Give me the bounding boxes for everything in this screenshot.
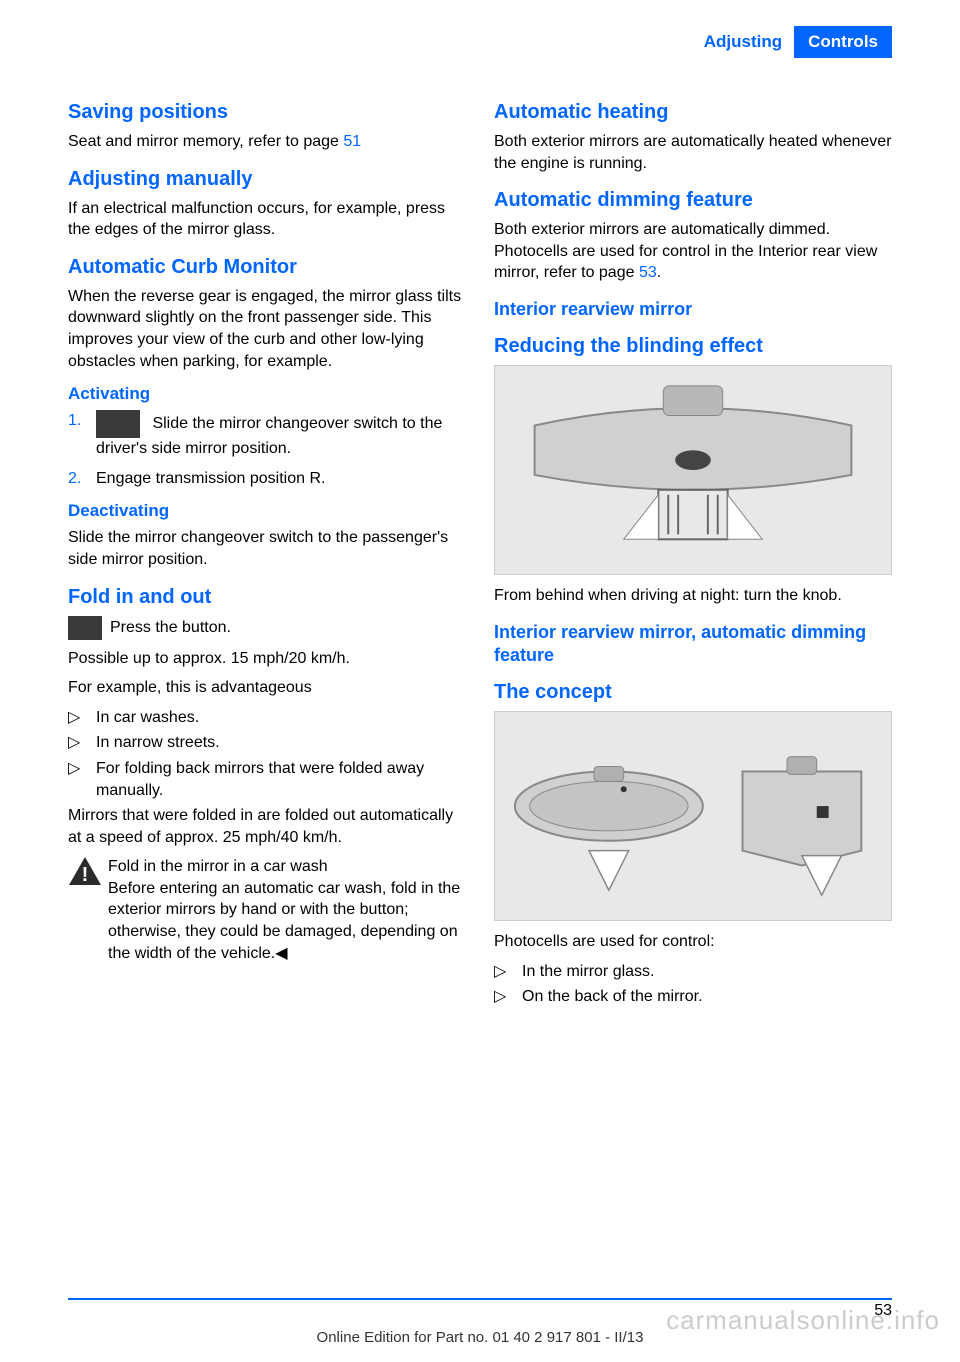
list-text: Engage transmission position R. (96, 468, 466, 490)
heading-fold: Fold in and out (68, 585, 466, 610)
bullet-text: In the mirror glass. (522, 961, 892, 983)
page-content: Saving positions Seat and mirror memory,… (68, 100, 892, 1012)
right-column: Automatic heating Both exterior mirrors … (494, 100, 892, 1012)
text-deactivating: Slide the mirror changeover switch to th… (68, 527, 466, 570)
header-section-label: Adjusting (692, 26, 794, 58)
warning-title: Fold in the mirror in a car wash (108, 858, 328, 875)
text-auto-heating: Both exterior mirrors are automatically … (494, 131, 892, 174)
bullet-mark: ▷ (494, 961, 522, 983)
fold-button-icon (68, 616, 102, 640)
bullet-item: ▷ For folding back mirrors that were fol… (68, 758, 466, 801)
text-fold-intro: For example, this is advantageous (68, 677, 466, 699)
text-adjusting-manually: If an electrical malfunction occurs, for… (68, 198, 466, 241)
edition-text: Online Edition for Part no. 01 40 2 917 … (0, 1329, 960, 1346)
list-text: Slide the mirror changeover switch to th… (96, 415, 442, 457)
bullet-text: On the back of the mirror. (522, 986, 892, 1008)
svg-text:!: ! (82, 864, 89, 886)
heading-auto-dimming: Automatic dimming feature (494, 188, 892, 213)
figure-mirror-photocells (494, 711, 892, 921)
heading-mirror-auto-dim: Interior rearview mirror, automatic dimm… (494, 621, 892, 666)
bullet-text: In car washes. (96, 707, 466, 729)
heading-reducing-blinding: Reducing the blinding effect (494, 334, 892, 359)
page-ref[interactable]: 53 (639, 264, 657, 281)
text-fragment: Both exterior mirrors are automatically … (494, 221, 877, 281)
bullet-mark: ▷ (68, 707, 96, 729)
bullet-mark: ▷ (494, 986, 522, 1008)
text-auto-dimming: Both exterior mirrors are automatically … (494, 219, 892, 284)
bullet-mark: ▷ (68, 732, 96, 754)
bullet-mark: ▷ (68, 758, 96, 801)
heading-deactivating: Deactivating (68, 501, 466, 521)
text-concept-intro: Photocells are used for control: (494, 931, 892, 953)
warning-icon: ! (68, 856, 102, 886)
bullet-text: In narrow streets. (96, 732, 466, 754)
left-column: Saving positions Seat and mirror memory,… (68, 100, 466, 1012)
bullet-item: ▷ In car washes. (68, 707, 466, 729)
list-body: Slide the mirror changeover switch to th… (96, 410, 466, 460)
text-saving-positions: Seat and mirror memory, refer to page 51 (68, 131, 466, 153)
figure-mirror-knob (494, 365, 892, 575)
icon-line: Press the button. (68, 616, 466, 640)
text-fold-possible: Possible up to approx. 15 mph/20 km/h. (68, 648, 466, 670)
warning-body: Before entering an automatic car wash, f… (108, 880, 460, 962)
text-curb-monitor: When the reverse gear is engaged, the mi… (68, 286, 466, 372)
warning-block: ! Fold in the mirror in a car wash Befor… (68, 856, 466, 964)
heading-curb-monitor: Automatic Curb Monitor (68, 255, 466, 280)
bullet-item: ▷ On the back of the mirror. (494, 986, 892, 1008)
heading-interior-mirror: Interior rearview mirror (494, 298, 892, 321)
heading-adjusting-manually: Adjusting manually (68, 167, 466, 192)
bullet-item: ▷ In narrow streets. (68, 732, 466, 754)
text-auto-fold: Mirrors that were folded in are folded o… (68, 805, 466, 848)
header-chapter-label: Controls (794, 26, 892, 58)
bullet-text: For folding back mirrors that were folde… (96, 758, 466, 801)
bullet-item: ▷ In the mirror glass. (494, 961, 892, 983)
mirror-switch-icon (96, 410, 140, 438)
heading-saving-positions: Saving positions (68, 100, 466, 125)
heading-concept: The concept (494, 680, 892, 705)
warning-head: ! Fold in the mirror in a car wash Befor… (68, 856, 466, 964)
list-number: 2. (68, 468, 96, 490)
footer-divider (68, 1298, 892, 1300)
heading-activating: Activating (68, 384, 466, 404)
warning-text: Fold in the mirror in a car wash Before … (108, 856, 466, 964)
figure-caption: From behind when driving at night: turn … (494, 585, 892, 607)
list-number: 1. (68, 410, 96, 432)
fold-button-text: Press the button. (110, 617, 231, 639)
text-fragment: . (657, 264, 661, 281)
header: Adjusting Controls (692, 26, 892, 58)
text-fragment: Seat and mirror memory, refer to page (68, 133, 343, 150)
list-item: 2. Engage transmission position R. (68, 468, 466, 490)
list-item: 1. Slide the mirror changeover switch to… (68, 410, 466, 460)
page-ref[interactable]: 51 (343, 133, 361, 150)
heading-auto-heating: Automatic heating (494, 100, 892, 125)
